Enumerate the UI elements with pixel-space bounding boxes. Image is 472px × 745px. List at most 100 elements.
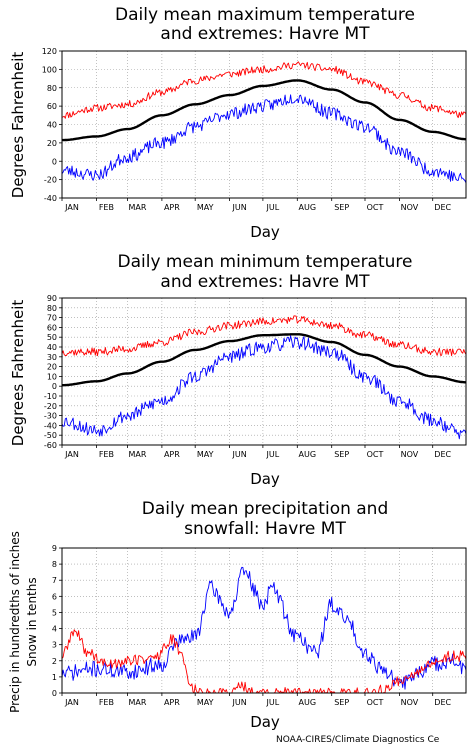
x-tick-label: AUG bbox=[299, 203, 317, 212]
y-tick-label: 80 bbox=[47, 304, 57, 313]
series-line-1 bbox=[61, 629, 467, 694]
x-tick-label: FEB bbox=[99, 450, 114, 459]
series-line-1 bbox=[61, 79, 467, 142]
chart-title-line1: Daily mean precipitation and bbox=[142, 499, 389, 519]
y-tick-label: 120 bbox=[42, 47, 57, 56]
x-tick-label: SEP bbox=[334, 203, 349, 212]
y-tick-label: 5 bbox=[52, 608, 57, 617]
x-tick-label: JUL bbox=[266, 203, 280, 212]
y-tick-label: 30 bbox=[47, 353, 57, 362]
x-tick-label: MAR bbox=[129, 450, 147, 459]
series-line-2 bbox=[61, 94, 467, 184]
plot-frame bbox=[61, 547, 467, 694]
y-tick-label: 100 bbox=[42, 65, 57, 74]
x-tick-label: JUL bbox=[266, 450, 280, 459]
plot-frame bbox=[61, 297, 467, 446]
x-tick-label: JUN bbox=[231, 203, 246, 212]
y-tick-label: 10 bbox=[47, 372, 57, 381]
y-tick-label: -40 bbox=[44, 194, 57, 203]
x-tick-label: JUL bbox=[266, 698, 280, 707]
y-axis-label: Precip in hundredths of inches bbox=[8, 531, 22, 713]
x-tick-label: MAY bbox=[197, 698, 214, 707]
y-tick-label: 0 bbox=[52, 689, 57, 698]
y-tick-label: 40 bbox=[47, 343, 57, 352]
x-tick-label: NOV bbox=[401, 450, 419, 459]
y-tick-label: -20 bbox=[44, 402, 57, 411]
x-tick-label: NOV bbox=[401, 698, 419, 707]
y-tick-label: 90 bbox=[47, 294, 57, 303]
chart-title-line2: and extremes: Havre MT bbox=[160, 24, 370, 44]
x-tick-label: DEC bbox=[434, 203, 451, 212]
y-tick-label: -50 bbox=[44, 431, 57, 440]
x-tick-label: MAR bbox=[129, 203, 147, 212]
y-tick-label: 8 bbox=[52, 560, 57, 569]
y-tick-label: 4 bbox=[52, 625, 57, 634]
y-tick-label: 0 bbox=[52, 157, 57, 166]
x-tick-label: AUG bbox=[299, 698, 317, 707]
y-tick-label: -10 bbox=[44, 392, 57, 401]
x-tick-label: MAY bbox=[197, 450, 214, 459]
y-axis-label: Degrees Fahrenheit bbox=[9, 300, 27, 447]
precip-panel: Daily mean precipitation and snowfall: H… bbox=[8, 499, 467, 731]
x-tick-label: OCT bbox=[367, 698, 384, 707]
y-tick-label: 6 bbox=[52, 592, 57, 601]
series-line-0 bbox=[61, 315, 467, 357]
chart-title-line2: and extremes: Havre MT bbox=[160, 272, 370, 292]
max-temp-panel: Daily mean maximum temperature and extre… bbox=[9, 5, 467, 241]
chart-title-line1: Daily mean minimum temperature bbox=[118, 252, 413, 272]
y-tick-label: 20 bbox=[47, 363, 57, 372]
x-tick-label: OCT bbox=[367, 450, 384, 459]
y-tick-label: 1 bbox=[52, 673, 57, 682]
y-axis-label-2: Snow in tenths bbox=[25, 577, 39, 666]
x-tick-label: APR bbox=[164, 450, 180, 459]
chart-title-line1: Daily mean maximum temperature bbox=[115, 5, 415, 25]
x-tick-label: NOV bbox=[401, 203, 419, 212]
x-axis-label: Day bbox=[250, 713, 280, 731]
y-tick-label: 3 bbox=[52, 641, 57, 650]
x-tick-label: JAN bbox=[64, 450, 79, 459]
x-tick-label: FEB bbox=[99, 698, 114, 707]
y-tick-label: -40 bbox=[44, 421, 57, 430]
y-tick-label: 80 bbox=[47, 84, 57, 93]
x-tick-label: MAR bbox=[129, 698, 147, 707]
min-temp-panel: Daily mean minimum temperature and extre… bbox=[9, 252, 467, 488]
y-tick-label: 9 bbox=[52, 544, 57, 553]
x-tick-label: JUN bbox=[231, 450, 246, 459]
chart-title-line2: snowfall: Havre MT bbox=[184, 519, 346, 539]
x-tick-label: APR bbox=[164, 698, 180, 707]
y-tick-label: -20 bbox=[44, 176, 57, 185]
series-line-0 bbox=[61, 61, 467, 119]
credit-text: NOAA-CIRES/Climate Diagnostics Ce bbox=[276, 735, 440, 745]
x-tick-label: JAN bbox=[64, 203, 79, 212]
plot-area: -40 -20 0 20 40 60 80 100 120 JAN FEB MAR APR MAY JUN J… bbox=[42, 47, 467, 212]
x-tick-label: OCT bbox=[367, 203, 384, 212]
y-tick-label: -30 bbox=[44, 412, 57, 421]
plot-area: 0 1 2 3 4 5 6 7 8 9 JAN FEB MAR APR MAY JUN JUL AUG SEP OCT… bbox=[52, 544, 467, 707]
series-line-0 bbox=[61, 566, 467, 690]
x-tick-label: APR bbox=[164, 203, 180, 212]
y-tick-label: 0 bbox=[52, 382, 57, 391]
x-axis-label: Day bbox=[250, 223, 280, 241]
y-tick-label: 50 bbox=[47, 333, 57, 342]
y-tick-label: 20 bbox=[47, 139, 57, 148]
series-line-1 bbox=[61, 333, 467, 387]
x-tick-label: SEP bbox=[334, 698, 349, 707]
x-tick-label: JAN bbox=[64, 698, 79, 707]
x-tick-label: FEB bbox=[99, 203, 114, 212]
x-tick-label: MAY bbox=[197, 203, 214, 212]
y-tick-label: 2 bbox=[52, 657, 57, 666]
y-tick-label: 7 bbox=[52, 576, 57, 585]
y-tick-label: 70 bbox=[47, 314, 57, 323]
y-tick-label: -60 bbox=[44, 441, 57, 450]
y-tick-label: 60 bbox=[47, 323, 57, 332]
y-tick-label: 60 bbox=[47, 102, 57, 111]
x-tick-label: DEC bbox=[434, 450, 451, 459]
y-tick-label: 40 bbox=[47, 121, 57, 130]
y-axis-label: Degrees Fahrenheit bbox=[9, 52, 27, 199]
x-axis-label: Day bbox=[250, 470, 280, 488]
x-tick-label: SEP bbox=[334, 450, 349, 459]
x-tick-label: JUN bbox=[231, 698, 246, 707]
series-line-2 bbox=[61, 335, 467, 440]
